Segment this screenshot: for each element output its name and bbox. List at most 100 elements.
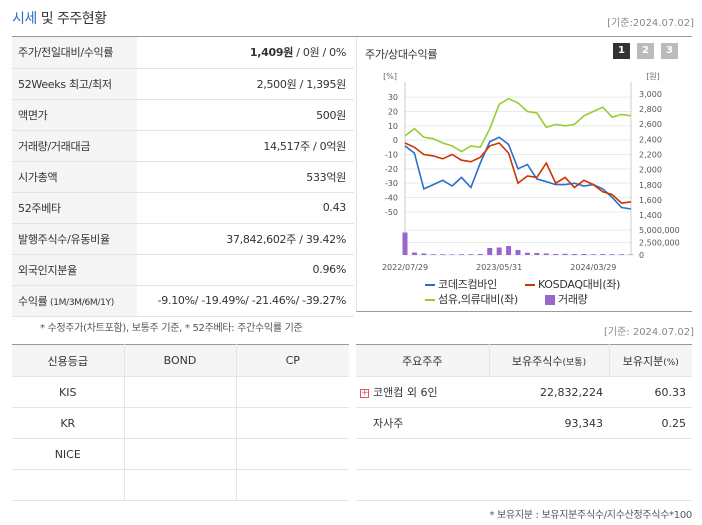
table-header-row: 주요주주 보유주식수(보통) 보유지분(%) [356,344,692,377]
bond-cell [123,407,237,439]
legend-item-stock: 코데즈컴바인 [425,276,497,292]
volume-bar [468,254,474,255]
table-row: 수익률 (1M/3M/6M/1Y) -9.10%/ -19.49%/ -21.4… [12,285,354,317]
table-row: KR [12,407,349,439]
chart-page-2-button[interactable]: 2 [637,43,654,59]
reference-date-2: [기준: 2024.07.02] [603,327,694,338]
cp-cell [235,469,349,501]
column-header: 신용등급 [12,344,125,377]
right-tick-label: 3,000 [639,90,662,99]
section-title: 시세 및 주주현황 [12,8,107,28]
volume-bar [515,250,521,255]
right-tick-label: 1,400 [639,211,662,220]
left-tick-label: -50 [385,208,398,217]
volume-bar [581,254,587,255]
legend-label: KOSDAQ대비(좌) [538,278,621,291]
volume-bar [553,254,559,255]
returns-label-periods: (1M/3M/6M/1Y) [47,297,114,308]
table-row: 외국인지분율 0.96% [12,254,354,286]
table-row: 52주베타 0.43 [12,192,354,224]
row-value: 0.43 [137,192,354,224]
volume-bar [411,252,417,255]
row-key: 액면가 [12,99,137,131]
row-key: 52Weeks 최고/최저 [12,68,137,100]
row-value: 0.96% [137,254,354,286]
chart-panel: 주가/상대수익률 1 2 3 [%] [원] 30 20 10 0 -10 -20 -30 -40… [356,37,692,312]
row-key: 주가/전일대비/수익률 [12,37,137,69]
left-axis-unit: [%] [383,72,397,81]
left-tick-label: -30 [385,179,398,188]
pct-cell: 60.33 [609,376,692,408]
column-header: BOND [123,344,237,377]
row-key: 거래량/거래대금 [12,130,137,162]
volume-bar [628,254,634,255]
title-accent: 시세 [12,11,37,27]
right-tick-label: 1,600 [639,196,662,205]
table-row: NICE [12,438,349,470]
legend-label: 섬유,의류대비(좌) [438,293,518,306]
table-row: 거래량/거래대금 14,517주 / 0억원 [12,130,354,162]
volume-bar [459,254,464,255]
header-text: 보유주식수 [511,354,563,368]
x-tick-label: 2023/05/31 [476,263,522,272]
table-row [12,469,349,501]
bond-cell [123,438,237,470]
change-value: / 0원 / 0% [293,46,346,60]
legend-swatch [425,284,435,286]
row-key: 수익률 (1M/3M/6M/1Y) [12,285,137,317]
volume-bar [449,254,455,255]
table-row: + 코앤컴 외 6인 22,832,224 60.33 [356,376,692,408]
relative-return-chart: [%] [원] 30 20 10 0 -10 -20 -30 -40 -50 3,000 2,800 2,… [382,72,680,272]
expand-plus-icon[interactable]: + [360,387,369,398]
returns-value: -9.10%/ -19.49%/ -21.46%/ -39.27% [137,285,354,317]
volume-tick-label: 2,500,000 [639,239,680,248]
quote-notes: * 수정주가(차트포함), 보통주 기준, * 52주베타: 주간수익률 기준 [40,323,303,334]
reference-date: [기준:2024.07.02] [607,18,694,29]
row-key: 외국인지분율 [12,254,137,286]
volume-bar [609,254,615,255]
footnote: * 보유지분 : 보유지분주식수/지수산정주식수*100 [489,510,692,521]
header-text: 보유지분 [622,354,664,368]
table-row: 액면가 500원 [12,99,354,131]
volume-bar [590,254,596,255]
pct-cell [609,438,692,470]
legend-label: 거래량 [558,293,588,306]
row-value: 2,500원 / 1,395원 [137,68,354,100]
bond-cell [123,376,237,408]
row-value: 500원 [137,99,354,131]
shares-cell: 22,832,224 [489,376,609,408]
volume-bar [440,254,446,255]
header-unit: (%) [663,357,679,368]
volume-bar [402,232,408,255]
holder-name: 코앤컴 외 6인 [373,386,438,399]
left-tick-label: 20 [388,108,398,117]
volume-bar [506,246,512,255]
textile-relative-line [404,97,632,153]
volume-bar [430,254,436,255]
volume-bar [477,254,483,255]
holder-name-cell [356,438,489,470]
column-header: 보유지분(%) [608,344,692,377]
volume-tick-label: 0 [639,251,644,260]
row-value: 533억원 [137,161,354,193]
volume-bar [496,247,502,255]
column-header: 보유주식수(보통) [488,344,610,377]
header-unit: (보통) [562,357,587,368]
credit-rating-table: 신용등급 BOND CP KIS KR NICE [12,344,349,501]
chart-page-1-button[interactable]: 1 [613,43,630,59]
column-header: CP [235,344,349,377]
volume-bar [421,253,427,255]
right-tick-label: 2,400 [639,135,662,144]
row-key: 52주베타 [12,192,137,224]
holder-name-cell: 자사주 [356,407,489,439]
legend-swatch [525,284,535,286]
left-tick-label: 0 [393,136,398,145]
legend-swatch [545,295,555,305]
chart-title: 주가/상대수익률 [365,48,438,61]
chart-page-3-button[interactable]: 3 [661,43,678,59]
legend-item-volume: 거래량 [545,291,588,307]
row-value: 1,409원 / 0원 / 0% [137,37,354,69]
table-header-row: 신용등급 BOND CP [12,344,349,377]
shares-cell [489,438,609,470]
column-header: 주요주주 [356,344,490,377]
